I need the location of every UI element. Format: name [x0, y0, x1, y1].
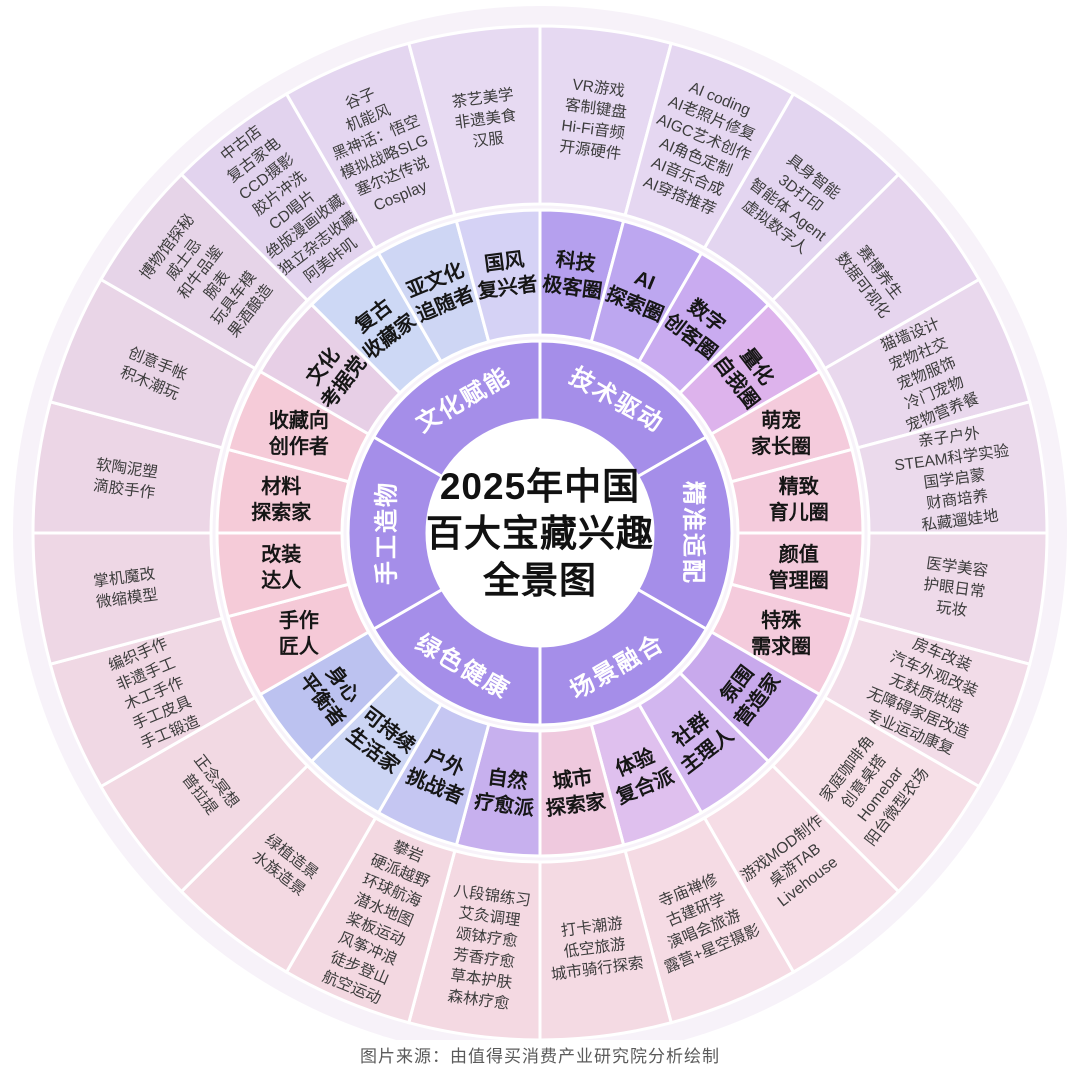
sub-circle-label: 精致育儿圈: [769, 474, 829, 524]
wheel-title: 2025年中国百大宝藏兴趣全景图: [426, 466, 654, 601]
category-label: 精准适配: [680, 481, 707, 585]
source-note: 图片来源：由值得买消费产业研究院分析绘制: [360, 1047, 720, 1066]
sub-circle-label: 特殊需求圈: [751, 608, 811, 658]
category-arc: [371, 339, 542, 479]
sub-circle-wedge: [454, 208, 542, 344]
category-label: 手工造物: [372, 481, 400, 585]
sub-circle-label: 萌宠家长圈: [751, 408, 811, 458]
outer-items-wedge: [406, 24, 542, 218]
outer-items-list: 编织手作非遗手工木工手作手工皮具手工锻造: [106, 634, 203, 752]
sub-circle-label: 材料探索家: [251, 475, 312, 524]
sub-circle-label: 收藏向创作者: [268, 408, 329, 458]
sub-circle-label: 颜值管理圈: [769, 542, 829, 592]
sub-circle-label: 手作匠人: [279, 608, 320, 658]
outer-items-list: 攀岩硬派越野环球航海潜水地图桨板运动风筝冲浪徒步登山航空运动: [320, 831, 441, 1007]
sub-circle-label: 改装达人: [261, 542, 302, 592]
center-circle: [428, 421, 652, 645]
